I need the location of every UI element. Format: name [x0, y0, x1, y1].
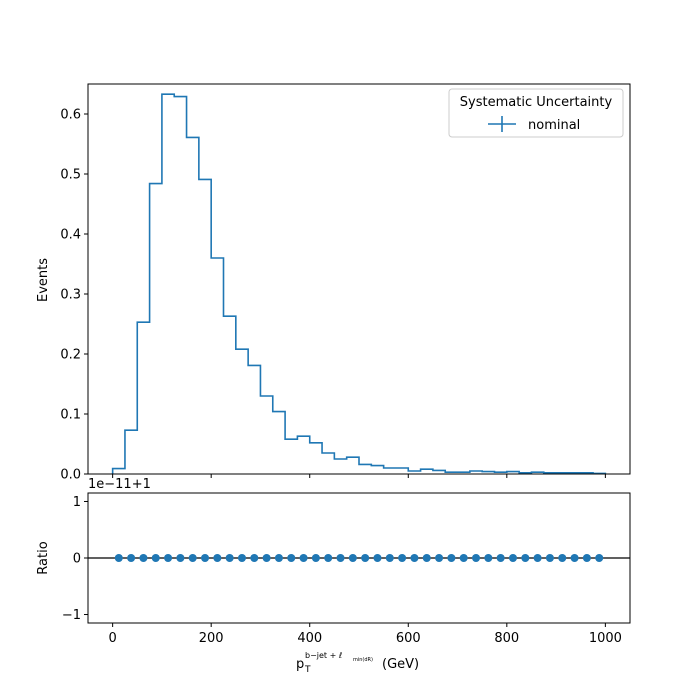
- legend-entry-nominal: nominal: [528, 118, 580, 133]
- ratio-point: [114, 554, 123, 562]
- ratio-point: [274, 554, 283, 562]
- ratio-point: [447, 554, 456, 562]
- ratio-point: [545, 554, 554, 562]
- ratio-point: [151, 554, 160, 562]
- ratio-point: [348, 554, 357, 562]
- x-axis-label: p T b−jet + ℓ min(dR) (GeV): [296, 651, 419, 675]
- main-x-tick-marks: [112, 474, 606, 478]
- ratio-y-ticks: −1 0 1: [62, 495, 88, 623]
- main-y-tick-label: 0.1: [60, 408, 81, 423]
- ratio-point: [225, 554, 234, 562]
- x-label-unit: (GeV): [382, 657, 419, 672]
- ratio-point: [533, 554, 542, 562]
- legend-frame: [448, 88, 624, 138]
- main-y-label: Events: [36, 258, 51, 302]
- ratio-y-label: Ratio: [36, 541, 51, 574]
- ratio-point: [373, 554, 382, 562]
- main-axes-frame: [87, 83, 631, 475]
- ratio-x-tick-label: 1000: [589, 631, 622, 646]
- ratio-x-tick-label: 400: [297, 631, 322, 646]
- legend-marker: [488, 116, 516, 132]
- ratio-point: [250, 554, 259, 562]
- ratio-point: [299, 554, 308, 562]
- ratio-x-tick-label: 200: [199, 631, 224, 646]
- ratio-point: [213, 554, 222, 562]
- ratio-point: [496, 554, 505, 562]
- ratio-axes-frame: [87, 492, 631, 624]
- ratio-point: [459, 554, 468, 562]
- ratio-y-tick-label: 1: [73, 495, 81, 510]
- ratio-point: [582, 554, 591, 562]
- main-y-tick-label: 0.2: [60, 348, 81, 363]
- x-label-main: p: [296, 657, 304, 672]
- ratio-offset-text: 1e−11+1: [88, 477, 151, 492]
- x-label-superscript: b−jet + ℓ: [305, 651, 342, 660]
- ratio-point: [558, 554, 567, 562]
- ratio-point: [139, 554, 148, 562]
- ratio-point: [336, 554, 345, 562]
- ratio-point: [324, 554, 333, 562]
- ratio-point: [164, 554, 173, 562]
- ratio-point: [521, 554, 530, 562]
- main-y-tick-label: 0.4: [60, 228, 81, 243]
- ratio-point: [311, 554, 320, 562]
- ratio-point: [595, 554, 604, 562]
- ratio-point: [570, 554, 579, 562]
- legend: Systematic Uncertainty nominal: [448, 88, 624, 138]
- ratio-y-tick-label: −1: [62, 608, 81, 623]
- ratio-x-tick-label: 800: [494, 631, 519, 646]
- ratio-point: [262, 554, 271, 562]
- ratio-point: [201, 554, 210, 562]
- ratio-y-tick-label: 0: [73, 552, 81, 567]
- ratio-point: [176, 554, 185, 562]
- ratio-point: [287, 554, 296, 562]
- ratio-point: [422, 554, 431, 562]
- histogram-step-line: [111, 93, 607, 475]
- ratio-point: [472, 554, 481, 562]
- x-label-superscript-subscript: min(dR): [353, 657, 373, 663]
- ratio-point: [398, 554, 407, 562]
- main-y-ticks: 0.0 0.1 0.2 0.3 0.4 0.5 0.6: [60, 108, 88, 483]
- ratio-point: [484, 554, 493, 562]
- ratio-x-tick-label: 0: [108, 631, 116, 646]
- main-panel: 0.0 0.1 0.2 0.3 0.4 0.5 0.6 Events Systematic …: [36, 83, 631, 483]
- main-y-tick-label: 0.5: [60, 168, 81, 183]
- ratio-x-ticks: 0 200 400 600 800 1000: [108, 623, 622, 646]
- ratio-point: [385, 554, 394, 562]
- ratio-point: [237, 554, 246, 562]
- ratio-point: [127, 554, 136, 562]
- main-y-tick-label: 0.3: [60, 288, 81, 303]
- legend-title: Systematic Uncertainty: [460, 95, 613, 110]
- ratio-point: [410, 554, 419, 562]
- ratio-x-tick-label: 600: [396, 631, 421, 646]
- ratio-point: [508, 554, 517, 562]
- x-label-subscript: T: [304, 665, 311, 675]
- ratio-point: [361, 554, 370, 562]
- ratio-points: [114, 554, 604, 562]
- ratio-panel: 1e−11+1 −1 0 1 0 200 400 600 800 1000 Ratio p T…: [36, 477, 631, 675]
- ratio-point: [188, 554, 197, 562]
- main-y-tick-label: 0.0: [60, 468, 81, 483]
- ratio-point: [435, 554, 444, 562]
- main-y-tick-label: 0.6: [60, 108, 81, 123]
